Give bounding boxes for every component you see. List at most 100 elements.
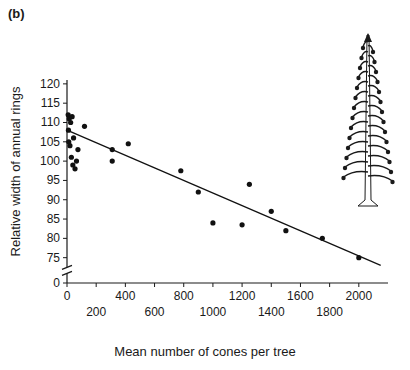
tree-foliage bbox=[372, 60, 376, 64]
x-tick bbox=[154, 283, 155, 287]
data-point bbox=[110, 159, 115, 164]
tree-foliage bbox=[390, 180, 394, 184]
y-axis-line bbox=[66, 80, 67, 267]
data-point bbox=[239, 222, 244, 227]
data-point bbox=[247, 182, 252, 187]
y-axis-line bbox=[66, 273, 67, 283]
data-point bbox=[71, 135, 76, 140]
x-tick-label: 2000 bbox=[345, 289, 372, 303]
x-tick-label: 1200 bbox=[229, 289, 256, 303]
data-point bbox=[75, 147, 80, 152]
tree-branch bbox=[368, 96, 381, 101]
y-tick bbox=[63, 161, 67, 162]
tree-foliage bbox=[347, 136, 351, 140]
data-point bbox=[283, 228, 288, 233]
y-tick-label: 100 bbox=[40, 154, 60, 168]
data-point bbox=[74, 159, 79, 164]
x-tick bbox=[212, 283, 213, 287]
tree-branch bbox=[368, 106, 382, 111]
tree-branch bbox=[368, 176, 393, 181]
x-axis-label: Mean number of cones per tree bbox=[114, 344, 295, 359]
x-tick bbox=[125, 283, 126, 287]
tree-branch bbox=[353, 112, 369, 117]
y-tick bbox=[63, 257, 67, 258]
plot-area bbox=[66, 112, 381, 265]
x-tick-label: 1400 bbox=[258, 305, 285, 319]
tree-foliage bbox=[389, 170, 393, 174]
tree-foliage bbox=[356, 76, 360, 80]
tree-branch bbox=[350, 132, 369, 137]
data-point bbox=[67, 143, 72, 148]
y-axis-label: Relative width of annual rings bbox=[8, 86, 23, 256]
x-tick-label: 0 bbox=[64, 289, 71, 303]
y-tick bbox=[63, 199, 67, 200]
x-tick-label: 400 bbox=[115, 289, 135, 303]
x-axis-line bbox=[67, 282, 388, 283]
tree-foliage bbox=[371, 50, 375, 54]
y-tick-label: 115 bbox=[41, 96, 60, 110]
tree-foliage bbox=[381, 120, 385, 124]
tree-foliage bbox=[349, 126, 353, 130]
x-tick bbox=[96, 283, 97, 287]
tree-branch bbox=[368, 86, 379, 91]
data-point bbox=[68, 120, 73, 125]
tree-foliage bbox=[346, 146, 350, 150]
y-tick bbox=[63, 283, 67, 284]
tree-branch bbox=[345, 162, 368, 167]
tree-top bbox=[364, 33, 372, 42]
data-point bbox=[178, 168, 183, 173]
data-point bbox=[72, 166, 77, 171]
tree-branch bbox=[354, 102, 368, 107]
data-point bbox=[269, 209, 274, 214]
tree-branch bbox=[368, 166, 391, 171]
x-tick bbox=[329, 283, 330, 287]
tree-foliage bbox=[341, 176, 345, 180]
regression-line bbox=[67, 130, 381, 265]
tree-branch bbox=[368, 136, 387, 141]
data-point bbox=[82, 124, 87, 129]
tree-foliage bbox=[353, 96, 357, 100]
tree-branch bbox=[357, 82, 368, 87]
y-tick bbox=[63, 122, 67, 123]
data-point bbox=[196, 189, 201, 194]
tree-foliage bbox=[344, 156, 348, 160]
tree-branch bbox=[356, 92, 369, 97]
tree-foliage bbox=[350, 116, 354, 120]
y-tick bbox=[63, 180, 67, 181]
data-point bbox=[210, 220, 215, 225]
y-tick-label: 75 bbox=[47, 251, 61, 265]
tree-foliage bbox=[374, 70, 378, 74]
y-tick-label: 120 bbox=[40, 77, 60, 91]
axis-break bbox=[62, 271, 72, 275]
tree-trunk bbox=[358, 35, 378, 206]
y-tick-label: 80 bbox=[47, 231, 61, 245]
y-tick-label: 95 bbox=[47, 173, 61, 187]
y-tick-label: 90 bbox=[47, 193, 61, 207]
x-tick-label: 1600 bbox=[287, 289, 314, 303]
tree-foliage bbox=[358, 66, 362, 70]
x-tick bbox=[358, 283, 359, 287]
y-tick bbox=[63, 238, 67, 239]
data-point bbox=[69, 155, 74, 160]
tree-foliage bbox=[387, 160, 391, 164]
y-tick-label: 105 bbox=[40, 135, 60, 149]
x-tick-label: 1800 bbox=[316, 305, 343, 319]
y-tick bbox=[63, 103, 67, 104]
tree-foliage bbox=[359, 56, 363, 60]
tree-branch bbox=[347, 152, 369, 157]
y-tick-label: 85 bbox=[47, 212, 61, 226]
x-tick-label: 200 bbox=[86, 305, 106, 319]
tree-foliage bbox=[375, 80, 379, 84]
tree-branch bbox=[368, 146, 388, 151]
tree-branch bbox=[368, 116, 384, 121]
tree-foliage bbox=[378, 100, 382, 104]
x-tick-label: 800 bbox=[174, 289, 194, 303]
tree-branch bbox=[348, 142, 368, 147]
tree-foliage bbox=[383, 130, 387, 134]
chart: (b)0758085909510010511011512002004006008… bbox=[0, 0, 410, 370]
tree-branch bbox=[351, 122, 368, 127]
tree-branch bbox=[368, 156, 390, 161]
x-tick bbox=[183, 283, 184, 287]
axis-break bbox=[62, 265, 72, 269]
y-tick-label: 110 bbox=[41, 115, 60, 129]
